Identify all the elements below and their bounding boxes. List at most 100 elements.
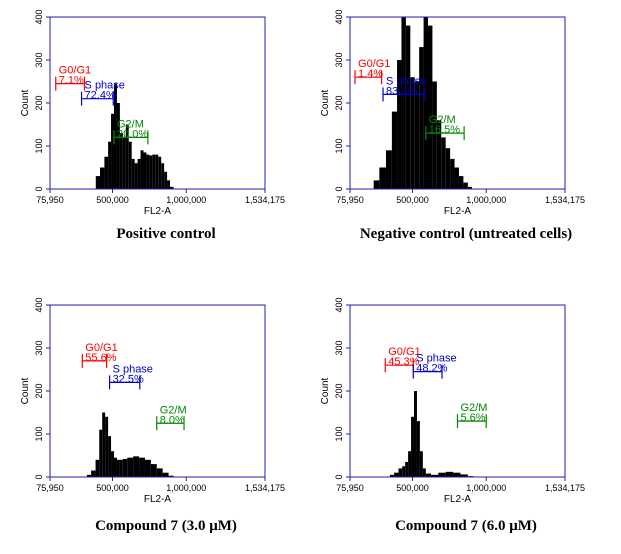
plot-frame	[349, 16, 566, 190]
histogram-bar	[164, 171, 168, 189]
histogram-bar	[419, 47, 424, 189]
histogram-bar	[467, 186, 473, 189]
panel-3: 0 100 200 300 400 75,950 500,000 1,000,000 1,534…	[320, 297, 585, 505]
histogram-bar	[445, 471, 454, 477]
y-tick-label: 400	[34, 9, 44, 24]
histogram-bar	[114, 83, 117, 189]
histogram-bar	[170, 186, 174, 189]
histogram-bar	[394, 472, 399, 477]
y-tick-label: 0	[334, 474, 344, 479]
caption-positive-control: Positive control	[116, 226, 216, 242]
x-axis-label: FL2-A	[444, 494, 472, 505]
histogram-bar	[414, 391, 417, 477]
histogram-bar	[143, 152, 147, 189]
histogram-bar	[152, 154, 156, 189]
x-axis-label: FL2-A	[144, 494, 172, 505]
histogram-bar	[155, 154, 159, 189]
gate-name-g0-g1: G0/G1	[388, 346, 420, 358]
histogram-bar	[432, 81, 437, 189]
gate-value-s-phase: 32.5%	[113, 373, 144, 385]
y-tick-label: 100	[334, 426, 344, 441]
y-axis-label: Count	[320, 89, 331, 116]
histogram-bar	[105, 416, 109, 477]
y-tick-label: 400	[34, 297, 44, 312]
histogram-bar	[373, 180, 380, 189]
histogram-bar	[463, 182, 468, 189]
y-axis-label: Count	[320, 377, 331, 404]
histogram-bar	[398, 468, 403, 477]
histogram-bar	[402, 466, 406, 477]
gate-name-g0-g1: G0/G1	[59, 65, 91, 77]
y-axis-label: Count	[20, 377, 31, 404]
gate-name-s-phase: S phase	[416, 353, 456, 365]
histogram-bar	[397, 60, 402, 189]
histogram-bar	[150, 464, 157, 477]
plot-frame	[49, 304, 266, 478]
x-tick-label: 500,000	[96, 195, 129, 205]
y-tick-label: 300	[34, 340, 44, 355]
histogram-bar	[436, 120, 442, 189]
histogram-bar	[131, 158, 135, 189]
histogram-bar	[122, 458, 128, 477]
histogram-bar	[416, 421, 420, 477]
gate-value-g2-m: 5.6%	[460, 412, 485, 424]
histogram-bar	[139, 457, 145, 477]
histogram-bar	[111, 451, 114, 477]
panel-2: 0 100 200 300 400 75,950 500,000 1,000,000 1,534…	[20, 297, 285, 505]
y-tick-label: 200	[34, 383, 44, 398]
y-tick-label: 200	[334, 95, 344, 110]
histogram-bar	[454, 167, 459, 189]
x-tick-label: 1,000,000	[466, 195, 506, 205]
y-axis-label: Count	[20, 89, 31, 116]
histogram-bar	[405, 461, 409, 477]
histogram-bar	[108, 436, 112, 477]
histogram-bar	[410, 77, 415, 189]
caption-compound7-3uM: Compound 7 (3.0 μM)	[95, 518, 237, 534]
histogram-bar	[111, 113, 114, 189]
histogram-bar	[419, 451, 423, 477]
gate-name-g0-g1: G0/G1	[85, 342, 117, 354]
histogram-bar	[95, 176, 100, 189]
x-tick-label: 500,000	[396, 195, 429, 205]
histogram-bar	[125, 124, 129, 189]
histogram-bar	[161, 163, 165, 189]
histogram-bar	[128, 141, 132, 189]
histogram-bar	[99, 429, 103, 477]
histogram-bar	[137, 158, 141, 189]
histogram-bar	[405, 25, 411, 189]
histogram-bar	[425, 473, 431, 477]
y-tick-label: 300	[334, 340, 344, 355]
x-tick-label: 75,950	[336, 483, 364, 493]
y-tick-label: 400	[334, 297, 344, 312]
gate-name-s-phase: S phase	[113, 363, 153, 375]
histogram-bar	[401, 17, 406, 189]
histogram-bar	[158, 156, 162, 189]
x-axis-label: FL2-A	[144, 206, 172, 217]
gate-value-g2-m: 8.0%	[160, 414, 185, 426]
y-tick-label: 400	[334, 9, 344, 24]
gate-name-s-phase: S phase	[85, 80, 125, 92]
histogram-bar	[119, 133, 123, 189]
histogram-bar	[116, 103, 120, 189]
y-tick-label: 200	[34, 95, 44, 110]
histogram-bar	[86, 474, 92, 477]
histogram-bar	[134, 163, 138, 189]
panel-0: 0 100 200 300 400 75,950 500,000 1,000,000 1,534…	[20, 9, 285, 217]
histogram-bar	[428, 25, 433, 189]
x-tick-label: 75,950	[336, 195, 364, 205]
y-tick-label: 100	[34, 426, 44, 441]
y-tick-label: 300	[34, 52, 44, 67]
x-tick-label: 75,950	[36, 483, 64, 493]
histogram-bar	[414, 81, 420, 189]
gate-name-g2-m: G2/M	[117, 118, 144, 130]
histogram-bar	[438, 472, 446, 477]
y-tick-label: 0	[34, 474, 44, 479]
histogram-bar	[389, 474, 395, 477]
gate-name-g2-m: G2/M	[160, 404, 187, 416]
x-tick-label: 1,000,000	[166, 483, 206, 493]
gate-value-g0-g1: 7.1%	[59, 75, 84, 87]
histogram-bar	[411, 416, 414, 477]
y-tick-label: 100	[34, 138, 44, 153]
x-tick-label: 75,950	[36, 195, 64, 205]
caption-compound7-6uM: Compound 7 (6.0 μM)	[395, 518, 537, 534]
